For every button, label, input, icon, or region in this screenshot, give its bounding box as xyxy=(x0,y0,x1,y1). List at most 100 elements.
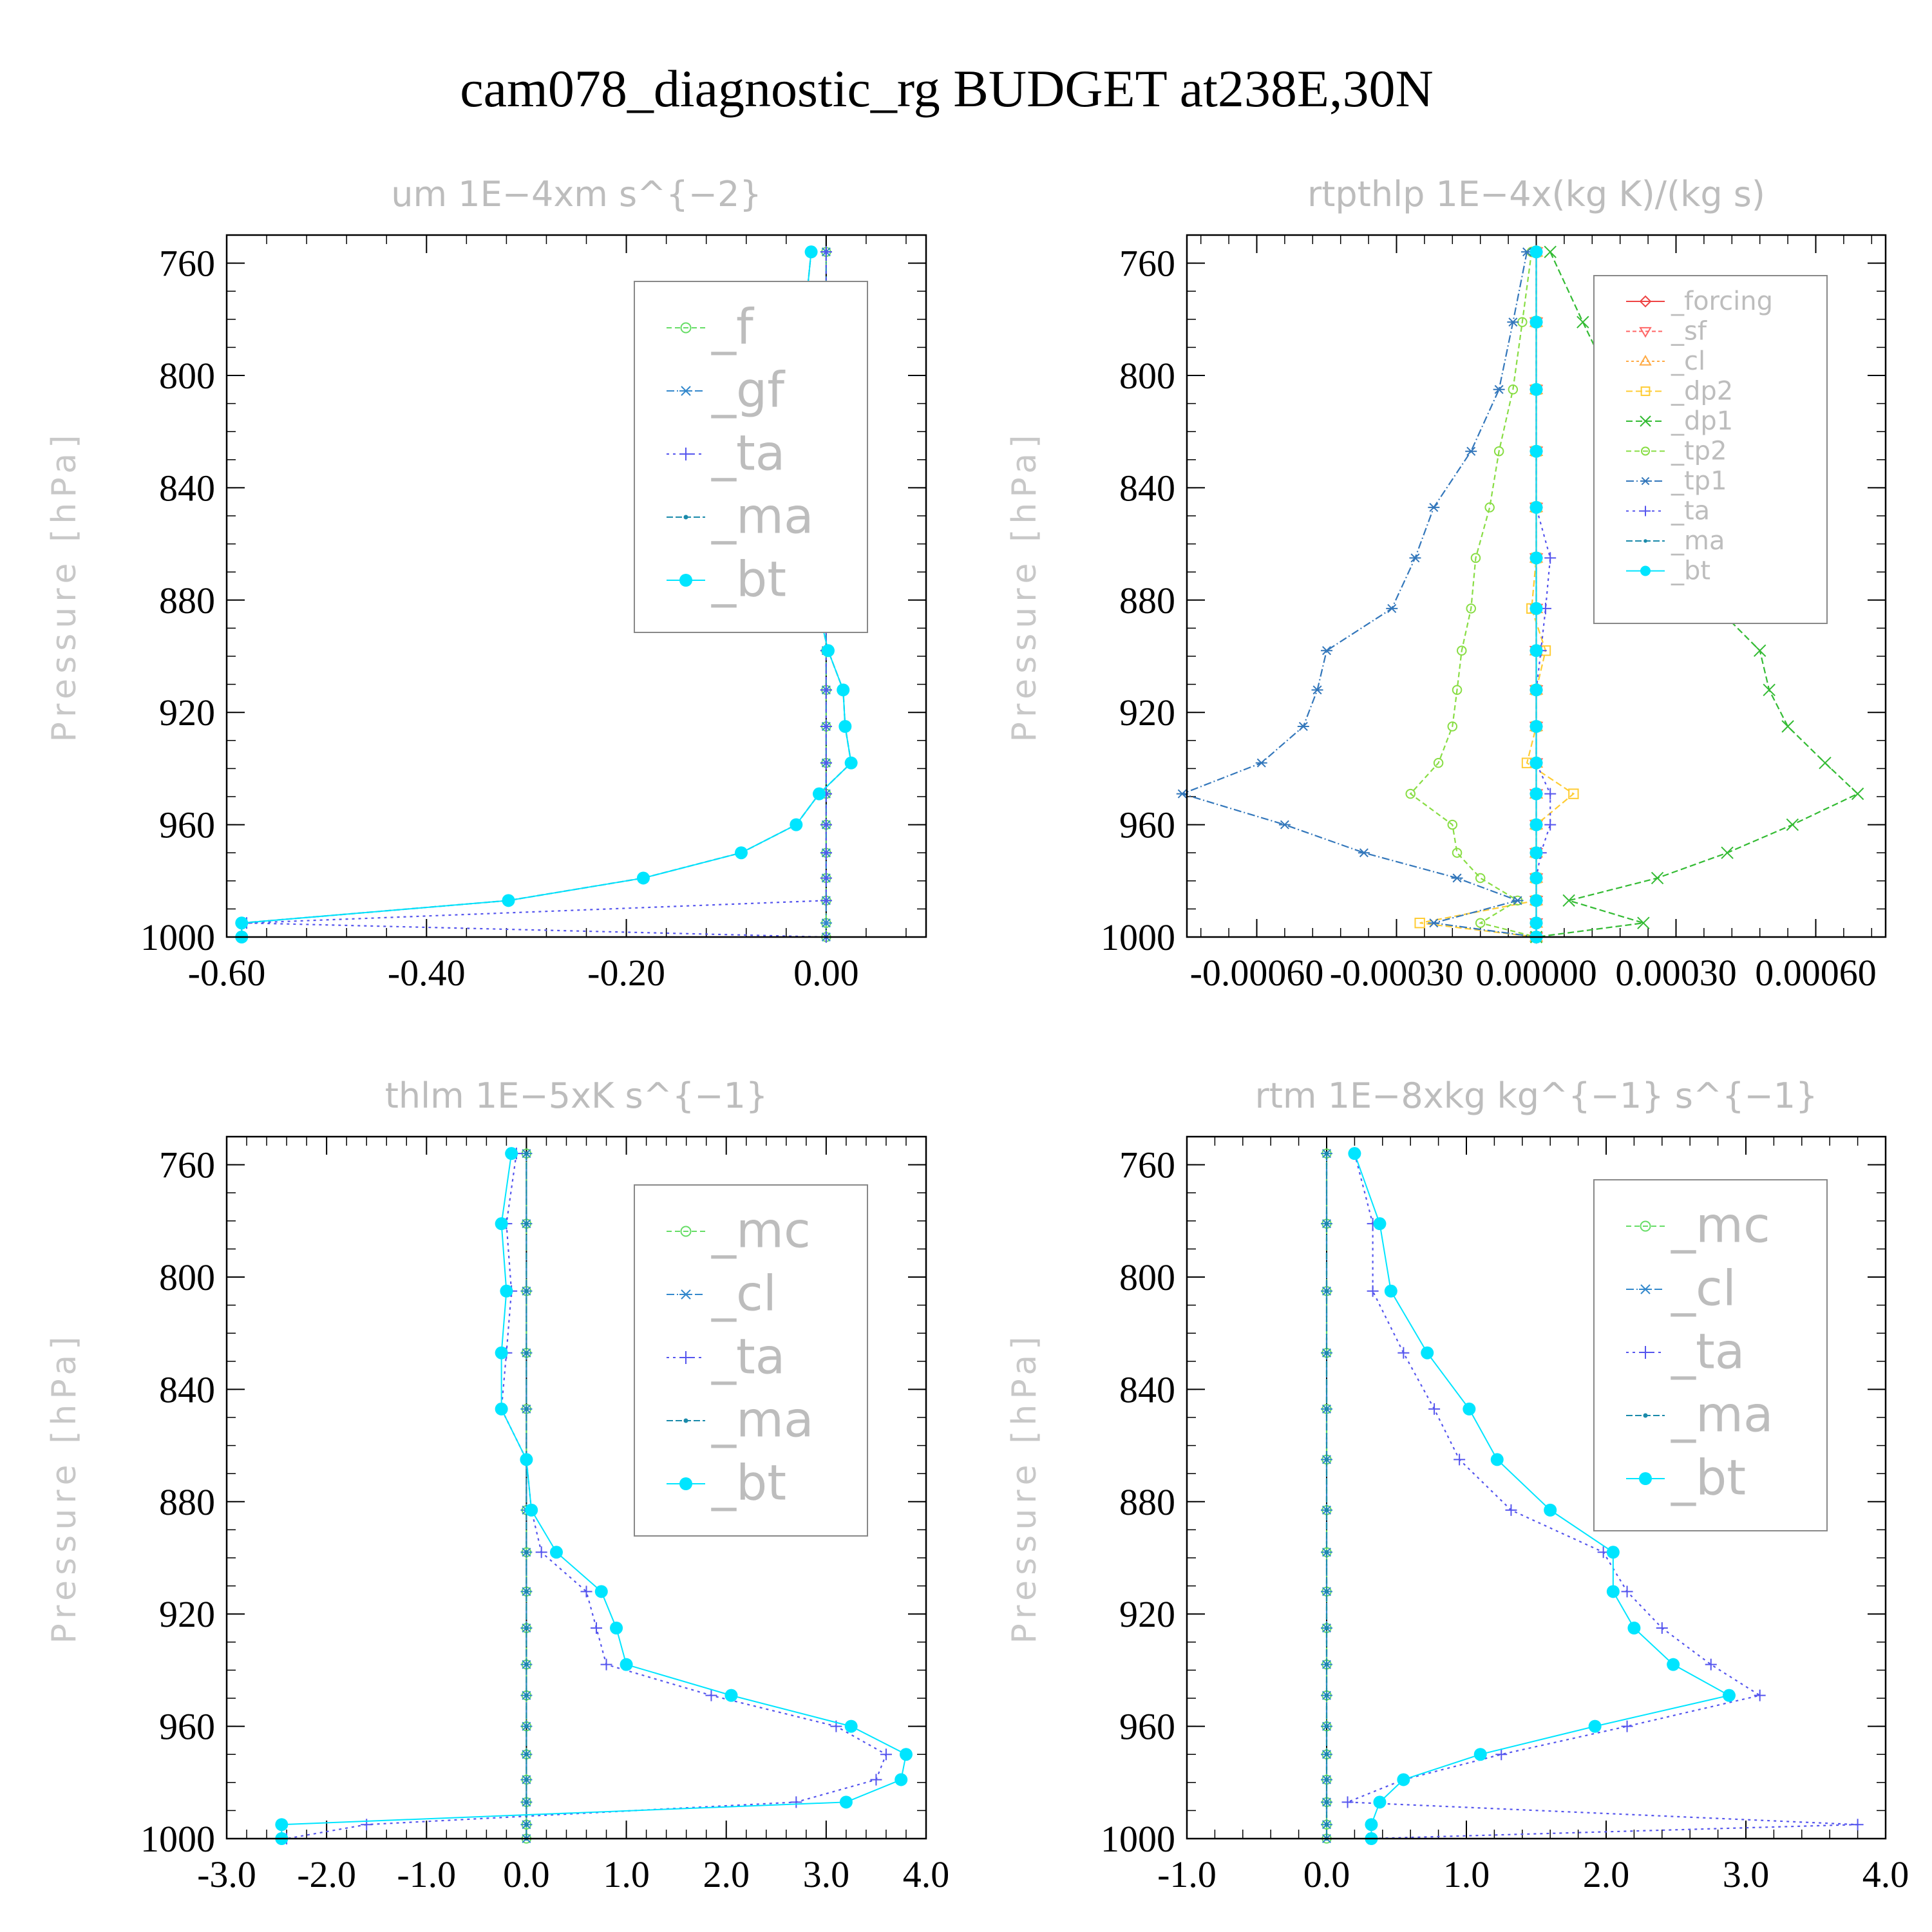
data-point xyxy=(1358,848,1370,858)
data-point xyxy=(1544,552,1557,564)
data-point xyxy=(1754,1689,1766,1701)
data-point xyxy=(1493,446,1504,457)
data-point xyxy=(1421,1346,1434,1359)
data-point xyxy=(880,1748,892,1761)
data-point xyxy=(1466,603,1476,614)
data-point xyxy=(1324,1550,1329,1555)
data-point xyxy=(838,720,852,733)
legend-marker xyxy=(1639,295,1652,308)
x-tick-label: 2.0 xyxy=(703,1853,750,1895)
y-tick-label: 760 xyxy=(159,243,215,285)
data-point xyxy=(1705,1658,1717,1671)
data-point xyxy=(1324,1508,1329,1513)
data-point xyxy=(1475,873,1486,884)
data-point xyxy=(1321,646,1332,656)
data-point xyxy=(895,1773,908,1786)
data-point xyxy=(1428,918,1440,928)
y-tick-label: 800 xyxy=(159,1256,215,1298)
data-point xyxy=(1457,645,1467,656)
data-point xyxy=(495,1346,508,1359)
data-point xyxy=(520,1453,533,1466)
y-tick-label: 1000 xyxy=(140,1818,215,1860)
data-point xyxy=(524,1724,529,1728)
panel-title: thlm 1E−5xK s^{−1} xyxy=(385,1075,768,1116)
data-point xyxy=(1324,1800,1329,1804)
data-point xyxy=(1324,1222,1329,1226)
data-point xyxy=(524,1662,529,1667)
x-tick-label: 0.0 xyxy=(1303,1853,1350,1895)
data-point xyxy=(1530,720,1543,733)
legend-label: _ta xyxy=(711,424,785,481)
series-tp2 xyxy=(1405,247,1542,942)
data-point xyxy=(524,1625,529,1631)
data-point xyxy=(1324,1589,1329,1594)
y-axis-label: Pressure [hPa] xyxy=(1005,430,1044,743)
legend-box xyxy=(634,281,868,633)
data-point xyxy=(1365,1818,1378,1832)
legend-marker xyxy=(1640,477,1651,486)
data-point xyxy=(1324,1406,1329,1412)
data-point xyxy=(804,245,818,259)
data-point xyxy=(1433,757,1444,768)
data-point xyxy=(591,1622,603,1634)
legend-label: _gf xyxy=(711,361,786,418)
legend-label: _tp1 xyxy=(1671,466,1727,496)
data-point xyxy=(820,721,832,732)
data-point xyxy=(1324,1350,1329,1355)
data-point xyxy=(1544,819,1557,831)
y-axis-label: Pressure [hPa] xyxy=(45,1332,84,1644)
data-point xyxy=(1324,1662,1329,1667)
data-point xyxy=(1530,551,1543,565)
y-tick-label: 880 xyxy=(1119,1481,1175,1523)
data-point xyxy=(1428,502,1440,512)
data-point xyxy=(1495,1748,1508,1761)
data-point xyxy=(1373,1795,1387,1809)
legend-marker xyxy=(679,574,692,587)
data-point xyxy=(790,818,803,831)
data-point xyxy=(820,895,832,907)
data-point xyxy=(1405,788,1416,799)
x-tick-label: 0.00060 xyxy=(1755,952,1877,994)
legend-marker xyxy=(1639,327,1652,338)
series-line xyxy=(1180,251,1537,938)
series-dp2 xyxy=(1414,246,1579,943)
y-axis-label: Pressure [hPa] xyxy=(1005,1332,1044,1644)
data-point xyxy=(1324,1693,1329,1698)
data-point xyxy=(1324,1752,1329,1757)
y-tick-label: 880 xyxy=(159,1481,215,1523)
x-tick-label: -3.0 xyxy=(197,1853,256,1895)
y-tick-label: 880 xyxy=(1119,580,1175,621)
y-tick-label: 960 xyxy=(1119,804,1175,846)
data-point xyxy=(1451,873,1463,883)
series-bt xyxy=(275,1147,913,1845)
series-ma xyxy=(1324,1151,1329,1841)
data-point xyxy=(790,1796,802,1808)
legend-marker xyxy=(1643,539,1647,543)
data-point xyxy=(524,1350,529,1355)
legend-marker xyxy=(683,515,688,520)
data-point xyxy=(1511,896,1524,905)
data-point xyxy=(549,1546,563,1559)
data-point xyxy=(812,787,826,800)
chart-panel-2: rtpthlp 1E−4x(kg K)/(kg s) Pressure [hPa]… xyxy=(1005,174,1887,994)
data-point xyxy=(502,894,515,907)
data-point xyxy=(1588,1719,1602,1733)
data-point xyxy=(1606,1585,1620,1598)
chart-panel-3: thlm 1E−5xK s^{−1} Pressure [hPa] 760 800 84… xyxy=(45,1075,949,1895)
legend: _mc _cl _ta_ma _bt xyxy=(634,1184,868,1537)
data-point xyxy=(1397,1347,1410,1359)
x-tick-label: -0.60 xyxy=(188,952,266,994)
data-point xyxy=(1367,1285,1379,1297)
data-point xyxy=(1414,918,1425,929)
data-point xyxy=(734,846,748,860)
data-point xyxy=(1470,553,1481,564)
data-point xyxy=(235,916,249,930)
data-point xyxy=(1852,1819,1864,1831)
y-tick-label: 920 xyxy=(1119,692,1175,734)
data-point xyxy=(844,1719,858,1733)
series-tp1 xyxy=(1176,247,1542,942)
x-tick-label: 0.00000 xyxy=(1475,952,1597,994)
data-point xyxy=(524,1777,529,1782)
x-tick-label: 0.00 xyxy=(793,952,859,994)
